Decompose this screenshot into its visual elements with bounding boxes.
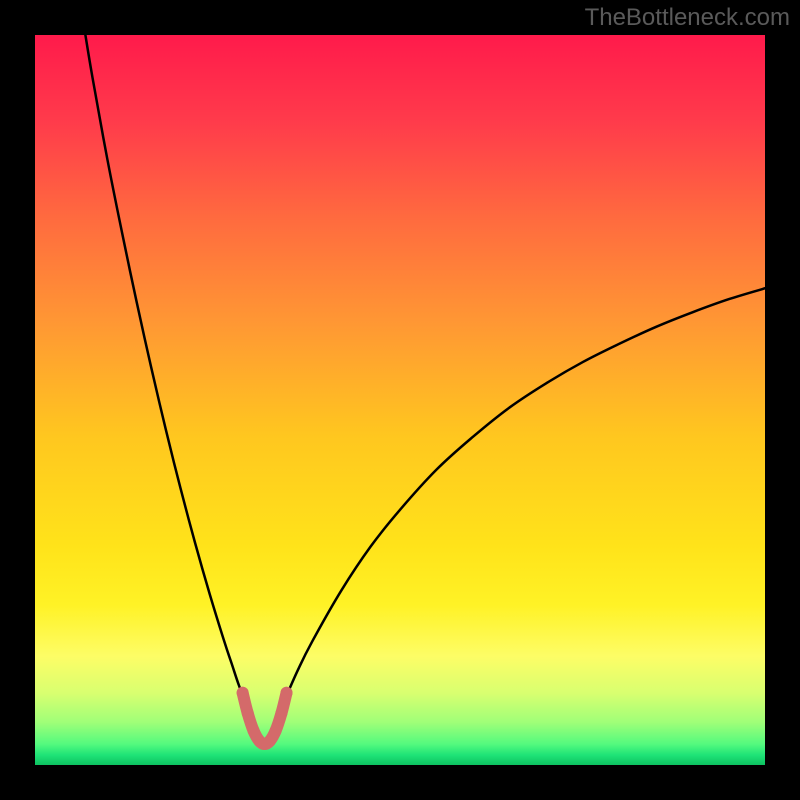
- chart-svg: [0, 0, 800, 800]
- chart-container: TheBottleneck.com: [0, 0, 800, 800]
